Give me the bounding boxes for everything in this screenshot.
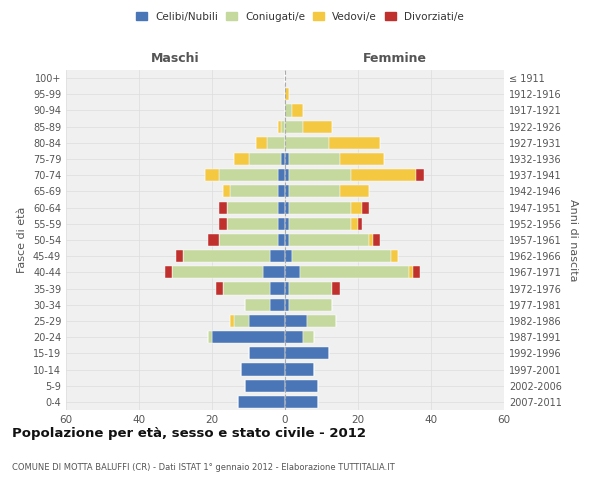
Bar bbox=[285, 331, 303, 343]
Bar bbox=[271, 282, 285, 294]
Bar bbox=[285, 250, 292, 262]
Bar bbox=[271, 250, 285, 262]
Bar bbox=[208, 331, 212, 343]
Bar bbox=[285, 88, 289, 101]
Bar bbox=[241, 364, 285, 376]
Bar bbox=[292, 104, 303, 117]
Bar bbox=[220, 202, 227, 213]
Bar bbox=[263, 266, 285, 278]
Y-axis label: Fasce di età: Fasce di età bbox=[17, 207, 27, 273]
Bar bbox=[256, 137, 267, 149]
Bar bbox=[278, 234, 285, 246]
Bar bbox=[220, 234, 278, 246]
Bar bbox=[289, 234, 369, 246]
Bar bbox=[267, 137, 285, 149]
Bar bbox=[373, 234, 380, 246]
Bar bbox=[299, 266, 409, 278]
Bar bbox=[350, 218, 358, 230]
Bar bbox=[230, 315, 234, 327]
Bar bbox=[215, 282, 223, 294]
Bar bbox=[248, 348, 285, 360]
Bar bbox=[369, 234, 373, 246]
Bar bbox=[362, 202, 369, 213]
Y-axis label: Anni di nascita: Anni di nascita bbox=[568, 198, 578, 281]
Bar bbox=[289, 169, 350, 181]
Bar bbox=[278, 120, 281, 132]
Bar bbox=[248, 315, 285, 327]
Bar bbox=[212, 331, 285, 343]
Bar bbox=[278, 202, 285, 213]
Bar bbox=[292, 250, 391, 262]
Bar bbox=[307, 315, 336, 327]
Bar bbox=[234, 315, 248, 327]
Bar bbox=[285, 298, 289, 311]
Bar bbox=[289, 186, 340, 198]
Bar bbox=[278, 169, 285, 181]
Bar bbox=[350, 202, 362, 213]
Bar bbox=[289, 218, 350, 230]
Bar bbox=[271, 298, 285, 311]
Bar bbox=[340, 153, 383, 165]
Text: Maschi: Maschi bbox=[151, 52, 200, 65]
Bar bbox=[278, 186, 285, 198]
Bar bbox=[285, 218, 289, 230]
Bar bbox=[285, 364, 314, 376]
Bar bbox=[281, 120, 285, 132]
Bar bbox=[285, 266, 299, 278]
Text: COMUNE DI MOTTA BALUFFI (CR) - Dati ISTAT 1° gennaio 2012 - Elaborazione TUTTITA: COMUNE DI MOTTA BALUFFI (CR) - Dati ISTA… bbox=[12, 462, 395, 471]
Bar bbox=[220, 218, 227, 230]
Bar bbox=[227, 202, 278, 213]
Bar bbox=[413, 266, 420, 278]
Bar bbox=[329, 137, 380, 149]
Bar bbox=[285, 282, 289, 294]
Bar bbox=[303, 331, 314, 343]
Bar bbox=[285, 153, 289, 165]
Bar bbox=[289, 282, 332, 294]
Bar bbox=[285, 348, 329, 360]
Bar bbox=[409, 266, 413, 278]
Bar bbox=[281, 153, 285, 165]
Bar bbox=[245, 298, 271, 311]
Bar bbox=[285, 186, 289, 198]
Bar bbox=[358, 218, 362, 230]
Bar bbox=[285, 380, 318, 392]
Bar bbox=[227, 218, 278, 230]
Bar bbox=[172, 266, 263, 278]
Bar bbox=[285, 396, 318, 408]
Bar bbox=[285, 202, 289, 213]
Bar bbox=[183, 250, 271, 262]
Bar bbox=[285, 234, 289, 246]
Bar bbox=[391, 250, 398, 262]
Bar bbox=[285, 169, 289, 181]
Bar bbox=[285, 120, 303, 132]
Bar bbox=[234, 153, 248, 165]
Bar bbox=[248, 153, 281, 165]
Bar bbox=[220, 169, 278, 181]
Bar bbox=[278, 218, 285, 230]
Bar bbox=[230, 186, 278, 198]
Bar bbox=[289, 202, 350, 213]
Bar bbox=[350, 169, 416, 181]
Bar bbox=[289, 298, 332, 311]
Text: Femmine: Femmine bbox=[362, 52, 427, 65]
Bar bbox=[175, 250, 183, 262]
Bar bbox=[208, 234, 220, 246]
Bar bbox=[285, 315, 307, 327]
Bar bbox=[340, 186, 369, 198]
Bar bbox=[245, 380, 285, 392]
Bar bbox=[205, 169, 220, 181]
Bar bbox=[285, 137, 329, 149]
Bar bbox=[223, 186, 230, 198]
Bar bbox=[238, 396, 285, 408]
Bar bbox=[164, 266, 172, 278]
Bar bbox=[285, 104, 292, 117]
Legend: Celibi/Nubili, Coniugati/e, Vedovi/e, Divorziati/e: Celibi/Nubili, Coniugati/e, Vedovi/e, Di… bbox=[132, 8, 468, 26]
Bar bbox=[416, 169, 424, 181]
Bar bbox=[303, 120, 332, 132]
Text: Popolazione per età, sesso e stato civile - 2012: Popolazione per età, sesso e stato civil… bbox=[12, 428, 366, 440]
Bar bbox=[332, 282, 340, 294]
Bar bbox=[289, 153, 340, 165]
Bar bbox=[223, 282, 271, 294]
